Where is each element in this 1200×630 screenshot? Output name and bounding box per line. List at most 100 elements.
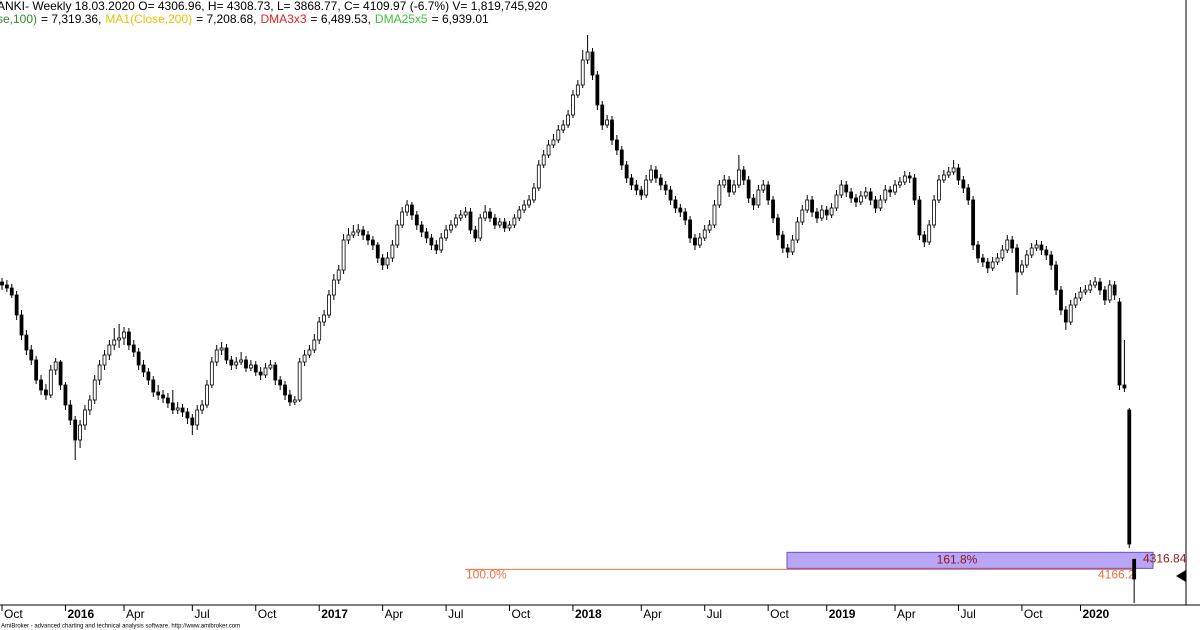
candle-body (507, 224, 512, 229)
candle-body (898, 181, 902, 186)
candle-body (112, 339, 117, 346)
candle-body (292, 399, 297, 403)
candle-body (1117, 301, 1122, 386)
candle-body (48, 369, 53, 396)
candle-body (351, 231, 356, 236)
candle-body (1049, 254, 1054, 266)
candle-body (205, 384, 209, 406)
candle-body (932, 199, 936, 226)
candle-body (58, 361, 63, 386)
candle-body (14, 294, 19, 316)
candle-body (209, 361, 214, 386)
x-tick-label: Jul (194, 607, 209, 621)
x-tick-label: 2019 (829, 607, 856, 621)
fib-value: 4316.84 (1143, 551, 1187, 565)
candle-body (122, 331, 126, 339)
candle-body (283, 384, 287, 396)
candle-body (375, 244, 380, 259)
candle-body (522, 204, 527, 211)
candle-body (248, 364, 253, 369)
candle-body (985, 261, 990, 269)
candle-body (858, 195, 863, 203)
candle-body (1059, 289, 1063, 311)
candle-body (126, 331, 131, 346)
candle-body (429, 237, 434, 246)
candle-body (751, 197, 756, 206)
candle-body (639, 189, 644, 196)
candle-body (819, 209, 824, 219)
candle-body (795, 221, 800, 241)
candle-body (370, 239, 375, 246)
candle-body (746, 179, 751, 199)
candle-body (234, 361, 239, 366)
candle-body (624, 164, 629, 179)
candle-body (1063, 309, 1068, 323)
fib-value: 4166.2 (1098, 568, 1135, 582)
candle-body (336, 269, 341, 281)
candle-body (800, 209, 805, 223)
candle-body (34, 359, 39, 381)
candle-body (668, 189, 673, 201)
candle-body (756, 189, 761, 206)
candle-body (922, 234, 927, 243)
candle-body (458, 214, 463, 219)
x-tick-label: Apr (643, 607, 662, 621)
candle-body (83, 409, 87, 426)
candle-body (995, 257, 1000, 263)
candle-body (488, 211, 492, 219)
candle-body (1127, 409, 1132, 545)
candle-body (341, 239, 346, 271)
candle-body (253, 364, 258, 373)
candle-body (195, 409, 200, 426)
indicator-name: se,100) (0, 12, 37, 26)
candle-body (927, 224, 932, 243)
candle-body (815, 211, 819, 219)
candle-body (654, 169, 658, 179)
x-tick-label: Jul (707, 607, 722, 621)
candle-body (551, 139, 556, 146)
x-tick-label: Oct (512, 607, 531, 621)
candle-body (868, 191, 873, 201)
candle-body (517, 209, 522, 219)
candle-body (937, 179, 941, 201)
candle-body (712, 204, 717, 226)
candle-body (4, 284, 9, 289)
candle-body (44, 389, 48, 396)
candle-body (29, 349, 34, 361)
candle-body (131, 344, 136, 353)
candle-body (941, 174, 946, 181)
candle-body (878, 199, 883, 209)
candle-body (24, 334, 29, 351)
candle-body (590, 51, 595, 76)
candle-body (395, 224, 400, 246)
candle-body (439, 237, 444, 251)
candle-body (776, 217, 780, 236)
candle-body (649, 169, 653, 181)
candle-body (463, 211, 468, 216)
candle-body (307, 349, 312, 356)
candle-body (946, 171, 951, 176)
candle-body (468, 211, 473, 231)
candle-body (971, 199, 976, 246)
candle-body (346, 234, 351, 241)
candle-body (1073, 297, 1078, 306)
candle-body (585, 51, 590, 61)
candle-body (331, 279, 336, 296)
candle-body (707, 224, 712, 231)
candle-body (78, 424, 82, 441)
candle-body (19, 314, 24, 336)
candle-body (556, 129, 561, 141)
candle-body (92, 379, 97, 401)
candle-body (536, 164, 541, 189)
candle-body (1005, 239, 1010, 251)
candle-body (190, 417, 195, 426)
footer: AmiBroker - advanced charting and techni… (1, 624, 240, 630)
price-marker (1176, 570, 1186, 582)
candle-body (146, 371, 151, 381)
candle-body (541, 154, 546, 166)
x-tick-label: 2017 (321, 607, 348, 621)
candle-body (771, 199, 775, 219)
candle-body (605, 119, 610, 126)
candle-body (629, 177, 634, 186)
candle-body (166, 397, 170, 404)
